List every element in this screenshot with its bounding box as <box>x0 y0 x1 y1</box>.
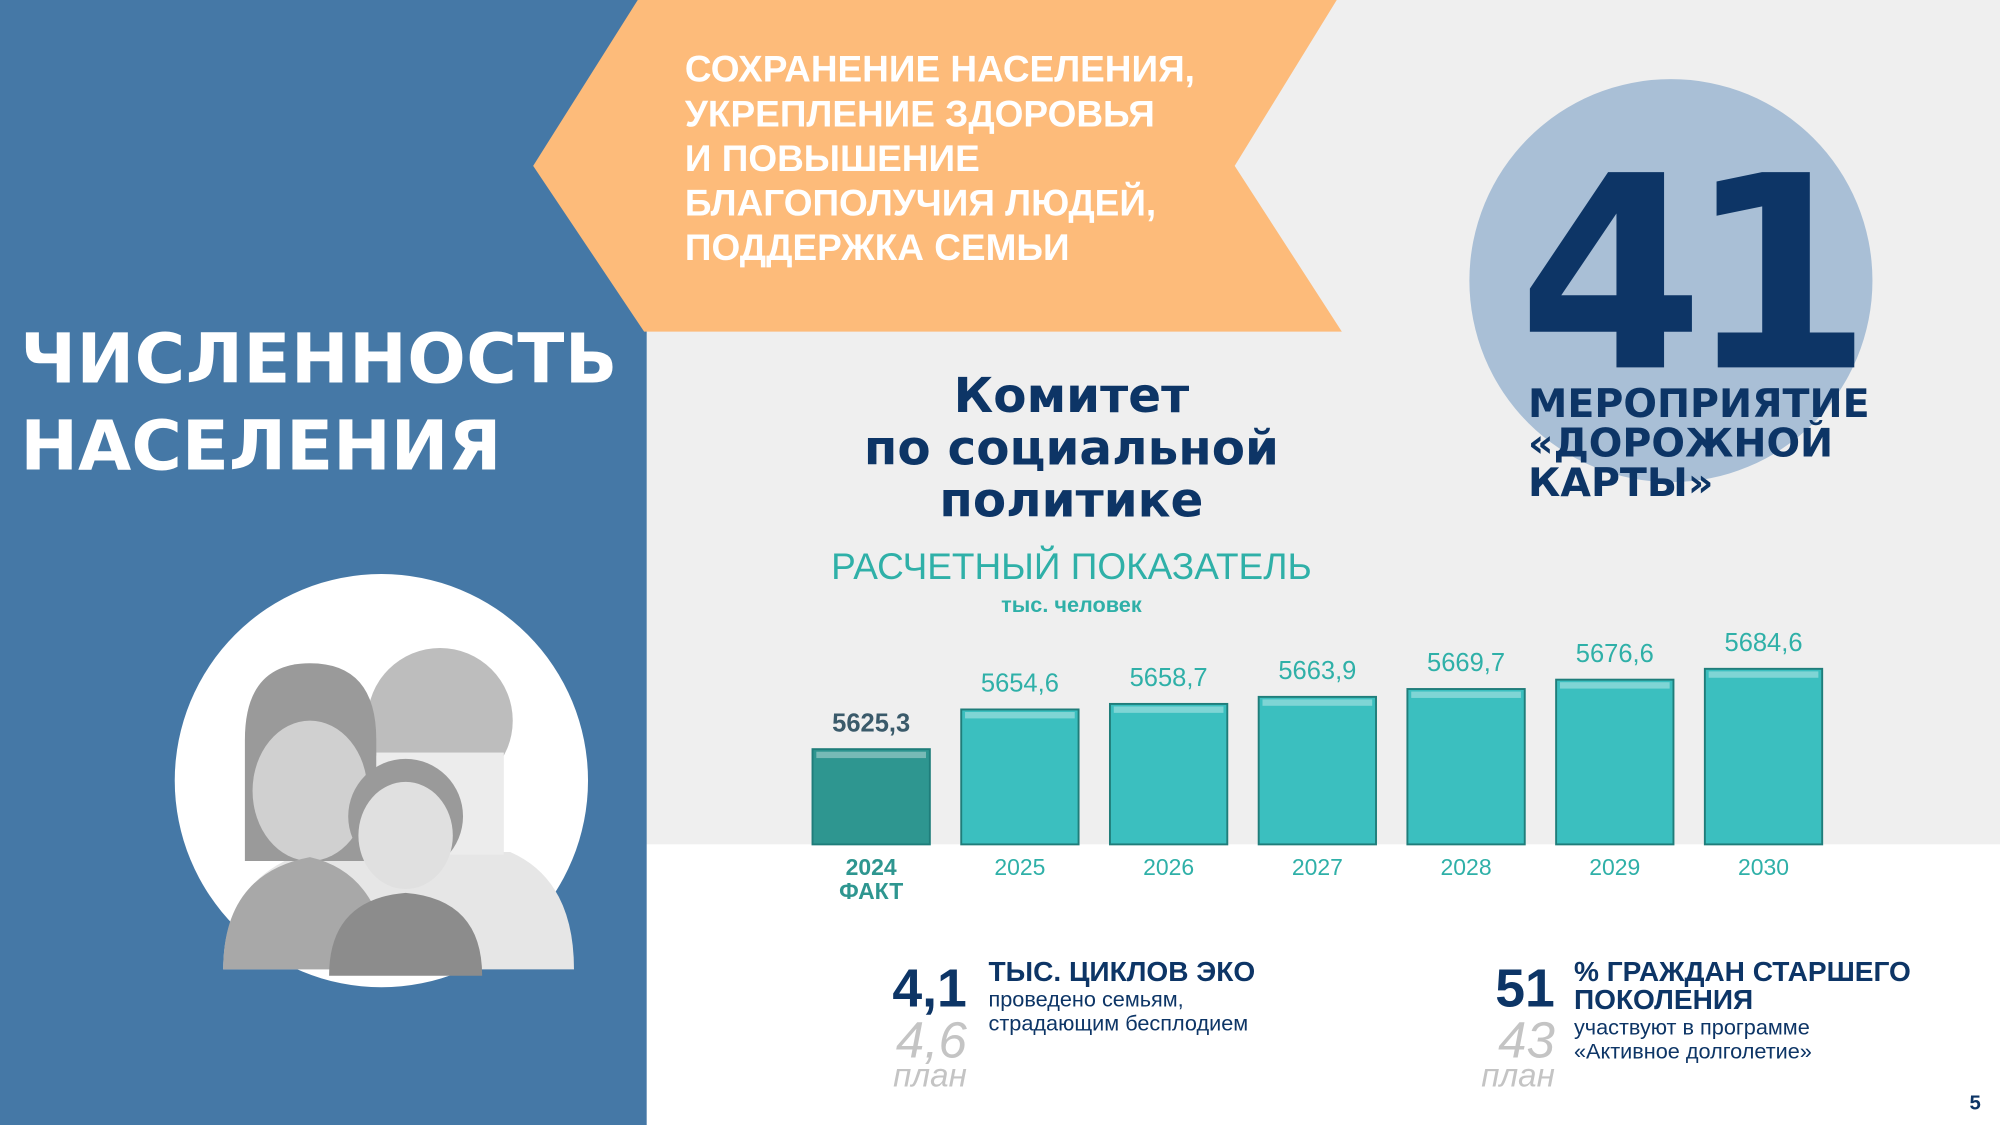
bar-highlight <box>1113 706 1224 713</box>
roadmap-line: КАРТЫ» <box>1528 460 1713 506</box>
bar <box>960 708 1080 846</box>
bar <box>1108 702 1229 846</box>
stat-text: страдающим бесплодием <box>989 1011 1249 1036</box>
value-label: 5676,6 <box>1576 640 1654 668</box>
banner-line: ПОДДЕРЖКА СЕМЬИ <box>685 227 1070 268</box>
value-label: 5625,3 <box>832 709 910 737</box>
banner-line: БЛАГОПОЛУЧИЯ ЛЮДЕЙ, <box>685 182 1156 224</box>
stat-plan-label: план <box>893 1058 967 1095</box>
committee-line: Комитет <box>954 368 1189 424</box>
stat-title: % ГРАЖДАН СТАРШЕГО <box>1574 956 1911 987</box>
value-label: 5654,6 <box>981 670 1059 698</box>
x-tick-label: 2027 <box>1292 854 1343 880</box>
committee-line: по социальной <box>864 420 1279 476</box>
roadmap-line: «ДОРОЖНОЙ <box>1528 420 1833 467</box>
stat-text: проведено семьям, <box>989 986 1184 1011</box>
chart-subtitle: тыс. человек <box>1001 592 1142 617</box>
x-tick-label: 2024 <box>846 854 897 880</box>
stat-text: «Активное долголетие» <box>1574 1039 1812 1064</box>
roadmap-number: 41 <box>1518 119 1858 431</box>
section-title: ЧИСЛЕННОСТЬ НАСЕЛЕНИЯ <box>20 320 617 487</box>
page-number: 5 <box>1970 1093 1981 1115</box>
x-tick-label: 2025 <box>994 854 1045 880</box>
banner-line: СОХРАНЕНИЕ НАСЕЛЕНИЯ, <box>685 49 1195 90</box>
roadmap-line: МЕРОПРИЯТИЕ <box>1528 381 1870 427</box>
section-title-line: ЧИСЛЕННОСТЬ <box>20 320 617 400</box>
bar <box>1703 667 1824 846</box>
stat-plan-label: план <box>1481 1058 1555 1095</box>
stat-title: ТЫС. ЦИКЛОВ ЭКО <box>989 956 1256 987</box>
value-label: 5684,6 <box>1725 629 1803 657</box>
roadmap-circle <box>1469 79 1873 483</box>
bar-highlight <box>816 751 927 759</box>
committee-line: политике <box>939 473 1203 529</box>
value-label: 5658,7 <box>1130 664 1208 692</box>
stat-2: 51 43 план % ГРАЖДАН СТАРШЕГО ПОКОЛЕНИЯ … <box>1481 956 1911 1095</box>
roadmap-label: МЕРОПРИЯТИЕ «ДОРОЖНОЙ КАРТЫ» <box>1528 381 1870 506</box>
bar <box>811 748 931 846</box>
x-tick-note: ФАКТ <box>839 878 903 904</box>
stat-1: 4,1 4,6 план ТЫС. ЦИКЛОВ ЭКО проведено с… <box>892 956 1255 1095</box>
banner-line: И ПОВЫШЕНИЕ <box>685 138 980 179</box>
bar <box>1555 678 1675 846</box>
bar-highlight <box>1708 671 1819 678</box>
x-tick-label: 2029 <box>1589 854 1640 880</box>
chart-title: РАСЧЕТНЫЙ ПОКАЗАТЕЛЬ <box>831 545 1312 587</box>
banner-text: СОХРАНЕНИЕ НАСЕЛЕНИЯ, УКРЕПЛЕНИЕ ЗДОРОВЬ… <box>685 49 1195 269</box>
bar <box>1406 688 1526 846</box>
stat-value: 51 <box>1495 959 1555 1018</box>
icon-body <box>329 892 483 976</box>
bar-highlight <box>1262 699 1373 706</box>
family-icon <box>223 647 574 976</box>
icon-face <box>252 720 368 861</box>
stat-plan: 4,6 <box>896 1011 968 1068</box>
x-tick-label: 2028 <box>1441 854 1492 880</box>
section-title-line: НАСЕЛЕНИЯ <box>20 406 501 486</box>
bar-highlight <box>1559 682 1670 689</box>
stat-text: участвуют в программе <box>1574 1014 1810 1039</box>
banner-shape <box>533 0 1342 332</box>
bar-highlight <box>1411 691 1521 698</box>
committee: Комитет по социальной политике <box>864 368 1279 529</box>
stat-value: 4,1 <box>892 959 966 1018</box>
value-label: 5663,9 <box>1278 657 1356 685</box>
stat-title: ПОКОЛЕНИЯ <box>1574 984 1753 1015</box>
bar-highlight <box>965 712 1075 719</box>
banner-line: УКРЕПЛЕНИЕ ЗДОРОВЬЯ <box>685 93 1155 134</box>
icon-face <box>358 781 453 890</box>
bar <box>1257 695 1377 846</box>
x-tick-label: 2030 <box>1738 854 1789 880</box>
x-tick-label: 2026 <box>1143 854 1194 880</box>
value-label: 5669,7 <box>1427 649 1505 677</box>
stat-plan: 43 <box>1498 1011 1555 1068</box>
